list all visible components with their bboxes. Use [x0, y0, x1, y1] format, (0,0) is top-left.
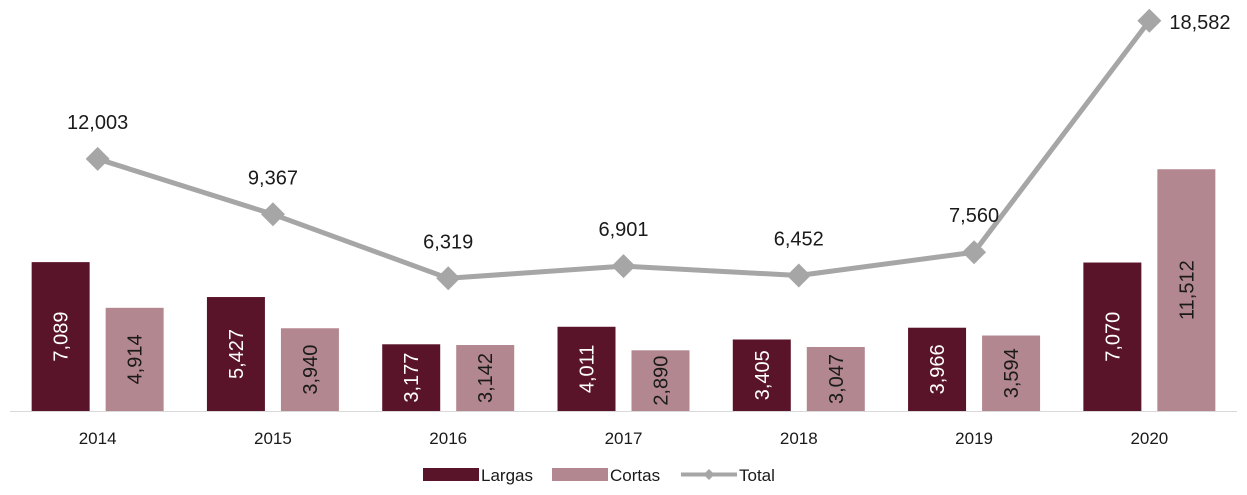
bars-layer: [31, 169, 1216, 411]
total-value-label: 6,901: [598, 219, 648, 241]
bar-value-label: 3,966: [927, 344, 949, 394]
total-point-marker: [85, 146, 110, 171]
x-tick-label: 2014: [79, 429, 117, 448]
bar-value-label: 3,047: [826, 354, 848, 404]
bar-value-label: 5,427: [226, 329, 248, 379]
total-point-marker: [1137, 8, 1162, 33]
legend: Largas Cortas Total: [423, 466, 775, 485]
legend-marker-total: [703, 469, 715, 480]
bar-cortas-2019: [982, 335, 1041, 411]
bar-largas-2016: [382, 344, 441, 411]
legend-label-cortas: Cortas: [610, 466, 660, 485]
total-point-marker: [786, 263, 811, 288]
bar-largas-2020: [1083, 262, 1142, 411]
total-value-label: 18,582: [1169, 12, 1230, 34]
bar-largas-2015: [206, 297, 265, 411]
bar-value-label: 3,177: [401, 353, 423, 403]
total-point-marker: [260, 202, 285, 227]
bar-largas-2014: [31, 262, 90, 411]
legend-swatch-cortas: [552, 468, 608, 481]
x-tick-label: 2018: [780, 429, 818, 448]
bar-cortas-2018: [806, 347, 865, 411]
bar-cortas-2014: [105, 307, 164, 411]
bar-largas-2018: [732, 339, 791, 411]
total-value-label: 7,560: [949, 205, 999, 227]
bar-value-label: 3,405: [752, 350, 774, 400]
legend-swatch-largas: [423, 468, 479, 481]
bar-value-label: 7,089: [51, 312, 73, 362]
bar-cortas-2017: [631, 350, 690, 411]
bar-value-label: 3,940: [300, 345, 322, 395]
x-tick-label: 2015: [254, 429, 292, 448]
total-point-marker: [436, 266, 461, 291]
legend-label-total: Total: [739, 466, 775, 485]
total-value-label: 6,319: [423, 231, 473, 253]
total-point-marker: [611, 254, 636, 279]
bar-largas-2017: [557, 326, 616, 411]
bar-value-label: 3,594: [1001, 348, 1023, 398]
total-value-label: 12,003: [67, 112, 128, 134]
bar-value-label: 3,142: [475, 353, 497, 403]
x-tick-label: 2019: [955, 429, 993, 448]
total-value-label: 6,452: [774, 229, 824, 251]
x-tick-label: 2017: [605, 429, 643, 448]
bar-value-label: 2,890: [651, 356, 673, 406]
total-point-marker: [962, 240, 987, 265]
total-value-label: 9,367: [248, 167, 298, 189]
bar-largas-2019: [908, 327, 967, 411]
axis-layer: 2014 2015 2016 2017 2018 2019 2020: [10, 411, 1237, 448]
bar-value-label: 4,914: [125, 334, 147, 384]
x-tick-label: 2016: [429, 429, 467, 448]
bar-cortas-2015: [280, 328, 339, 411]
x-tick-label: 2020: [1130, 429, 1168, 448]
bar-value-label: 11,512: [1176, 260, 1198, 320]
bar-value-label: 7,070: [1102, 312, 1124, 362]
total-line-layer: [85, 8, 1162, 291]
legend-label-largas: Largas: [481, 466, 533, 485]
bar-value-label: 4,011: [577, 345, 599, 394]
bar-cortas-2020: [1157, 169, 1216, 411]
labels-layer: 7,089 4,914 5,427 3,940 3,177 3,142 4,011 2,890…: [51, 12, 1231, 406]
bar-cortas-2016: [456, 345, 515, 411]
